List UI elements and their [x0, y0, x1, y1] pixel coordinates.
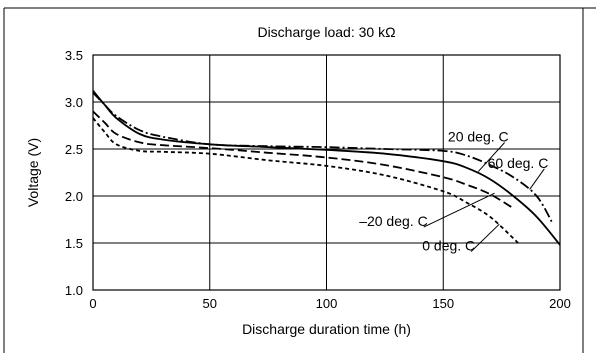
annotation-label: 20 deg. C	[448, 128, 509, 144]
y-tick-label: 1.5	[65, 236, 83, 251]
annotations: 20 deg. C 60 deg. C –20 deg. C 0 deg. C	[359, 128, 548, 253]
series-line-60-deg-c-0	[92, 91, 554, 225]
y-tick-label: 3.0	[65, 95, 83, 110]
tick-labels: 0 50 100 150 200 1.0 1.5 2.0 2.5 3.0 3.5	[65, 48, 571, 311]
annotation-leader-line	[423, 192, 495, 228]
y-tick-label: 3.5	[65, 48, 83, 63]
annotation-label: –20 deg. C	[359, 213, 428, 229]
annotation-leader-line	[529, 168, 545, 190]
y-tick-label: 2.5	[65, 142, 83, 157]
x-tick-label: 0	[89, 296, 96, 311]
x-tick-label: 150	[432, 296, 454, 311]
annotation-label: 60 deg. C	[488, 155, 549, 171]
chart-title: Discharge load: 30 kΩ	[257, 24, 395, 40]
series-lines	[92, 90, 561, 246]
series-line-20-deg-c-2	[92, 110, 514, 209]
annotation-leader-line	[470, 223, 500, 252]
x-tick-label: 200	[549, 296, 571, 311]
x-tick-label: 50	[203, 296, 217, 311]
series-line-20-deg-c-1	[92, 90, 561, 246]
annotation-leader-line	[477, 142, 506, 172]
annotation-label: 0 deg. C	[422, 238, 475, 254]
x-tick-label: 100	[316, 296, 338, 311]
y-tick-label: 1.0	[65, 283, 83, 298]
y-tick-label: 2.0	[65, 189, 83, 204]
y-axis-label: Voltage (V)	[25, 138, 41, 207]
grid	[93, 55, 560, 290]
x-axis-label: Discharge duration time (h)	[242, 321, 411, 337]
plot-area-border	[92, 54, 561, 291]
series-line-0-deg-c-3	[92, 117, 519, 244]
